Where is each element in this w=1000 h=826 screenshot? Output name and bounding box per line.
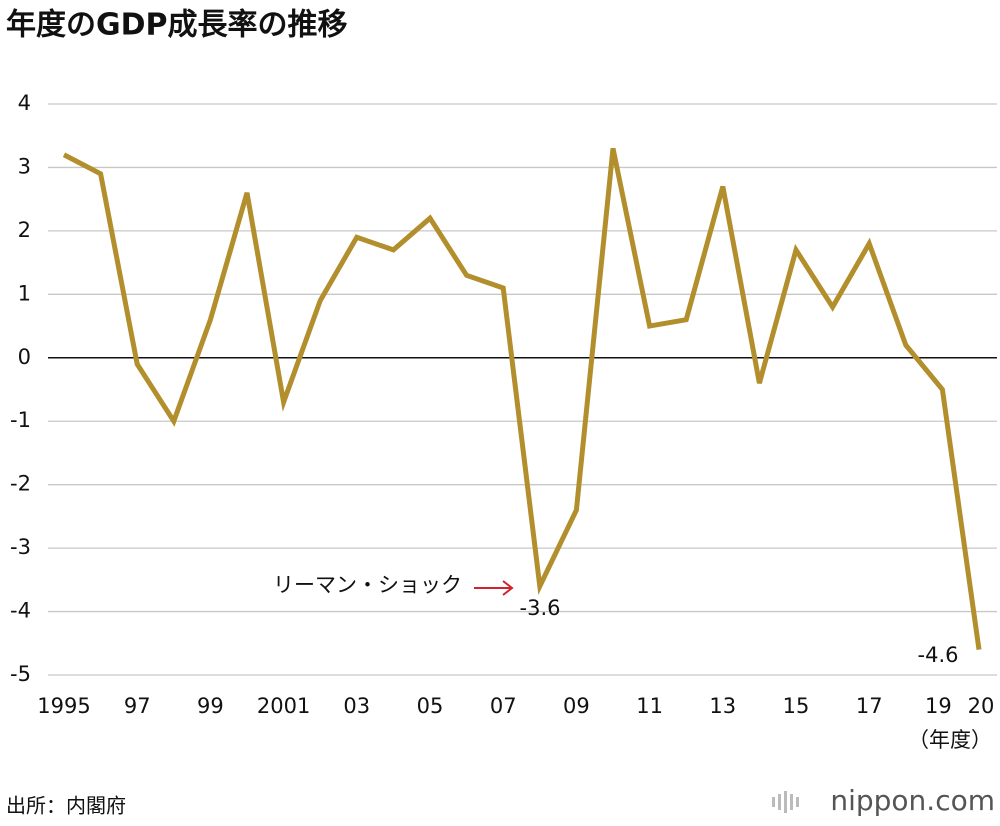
x-tick-label: 20 bbox=[968, 694, 995, 718]
x-tick-label: 09 bbox=[563, 694, 590, 718]
y-tick-label: 1 bbox=[18, 281, 31, 305]
data-label: -3.6 bbox=[520, 596, 561, 620]
annotation: リーマン・ショック bbox=[273, 573, 462, 597]
source: 出所：内閣府 bbox=[6, 794, 126, 818]
chart-title: 年度のGDP成長率の推移 bbox=[6, 8, 348, 43]
x-tick-label: 19 bbox=[925, 694, 952, 718]
y-tick-label: -2 bbox=[10, 472, 31, 496]
x-tick-label: 15 bbox=[783, 694, 810, 718]
line bbox=[62, 147, 982, 650]
y-tick-label: 4 bbox=[18, 91, 31, 115]
logo-mark bbox=[772, 791, 799, 813]
x-tick-label: 05 bbox=[417, 694, 444, 718]
x-tick-label: 11 bbox=[636, 694, 663, 718]
x-tick-label: 13 bbox=[709, 694, 736, 718]
x-tick-label: 17 bbox=[856, 694, 883, 718]
y-tick-label: 2 bbox=[18, 218, 31, 242]
data-label: -4.6 bbox=[918, 643, 959, 667]
x-tick-label: 99 bbox=[197, 694, 224, 718]
x-tick-label: 97 bbox=[124, 694, 151, 718]
y-tick-label: -3 bbox=[10, 535, 31, 559]
y-tick-label: -1 bbox=[10, 408, 31, 432]
logo: nippon.com bbox=[830, 784, 995, 817]
y-tick-label: -4 bbox=[10, 599, 31, 623]
x-tick-label: 1995 bbox=[37, 694, 90, 718]
annotation-arrow bbox=[474, 580, 514, 596]
x-tick-label: 2001 bbox=[257, 694, 310, 718]
x-unit: （年度） bbox=[908, 728, 992, 752]
x-tick-label: 03 bbox=[343, 694, 370, 718]
y-tick-label: 3 bbox=[18, 154, 31, 178]
y-tick-label: -5 bbox=[10, 662, 31, 686]
y-tick-label: 0 bbox=[18, 345, 31, 369]
x-tick-label: 07 bbox=[490, 694, 517, 718]
